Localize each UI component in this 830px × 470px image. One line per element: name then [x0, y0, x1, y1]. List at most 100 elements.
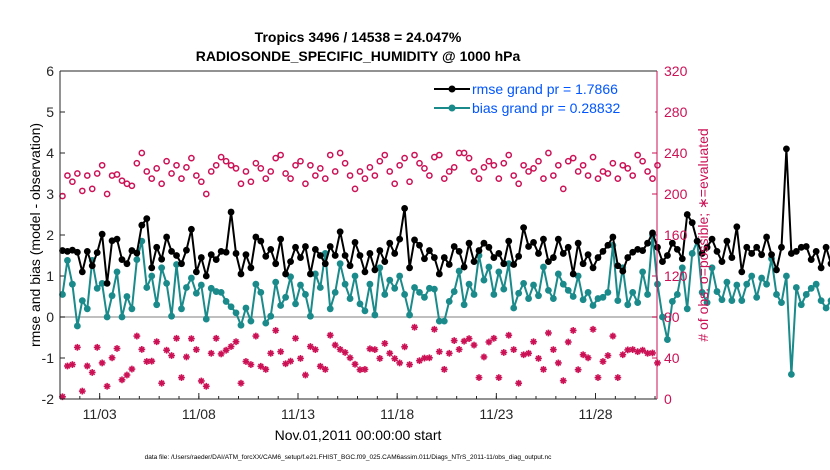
obs-evaluated-marker — [158, 379, 166, 387]
rmse-point — [584, 251, 592, 259]
bias-point — [778, 299, 785, 307]
bias-point — [361, 307, 369, 315]
obs-evaluated-marker — [559, 377, 567, 385]
rmse-point — [678, 255, 686, 263]
rmse-point — [688, 219, 696, 227]
obs-possible-marker — [356, 168, 364, 175]
bias-point — [237, 321, 245, 329]
rmse-point — [98, 230, 106, 238]
rmse-point — [569, 270, 577, 278]
bias-point — [207, 284, 215, 292]
obs-possible-marker — [639, 157, 646, 165]
bias-point — [326, 305, 334, 313]
obs-possible-marker — [242, 168, 250, 175]
bias-point — [827, 297, 830, 304]
y-left-tick-label: 1 — [46, 268, 54, 284]
obs-possible-marker — [366, 164, 374, 171]
rmse-point — [391, 250, 399, 257]
legend-bias-label: bias grand pr = 0.28832 — [472, 100, 620, 116]
rmse-point — [525, 243, 532, 250]
bias-point — [465, 280, 473, 288]
rmse-point — [792, 248, 800, 255]
rmse-point — [316, 252, 324, 259]
bias-point — [331, 289, 339, 296]
bias-point — [311, 270, 319, 278]
bias-point — [262, 319, 270, 327]
rmse-point — [232, 250, 240, 257]
chart-title-line2: RADIOSONDE_SPECIFIC_HUMIDITY @ 1000 hPa — [196, 48, 521, 64]
obs-possible-marker — [376, 157, 384, 165]
rmse-point — [252, 233, 260, 241]
rmse-point — [83, 248, 91, 255]
obs-evaluated-marker — [173, 334, 180, 342]
bias-point — [500, 285, 508, 293]
bias-point — [525, 295, 532, 302]
bias-point — [460, 301, 468, 309]
obs-evaluated-marker — [98, 359, 106, 367]
bias-point — [564, 286, 572, 294]
obs-possible-marker — [282, 170, 289, 177]
rmse-point — [356, 252, 364, 259]
rmse-point — [827, 260, 830, 267]
rmse-point — [554, 235, 562, 243]
obs-possible-marker — [416, 159, 423, 167]
bias-point — [535, 292, 542, 300]
bias-point — [614, 297, 622, 304]
obs-evaluated-marker — [346, 354, 354, 362]
bias-point — [792, 284, 800, 291]
bias-point — [604, 289, 612, 296]
y-right-tick-label: 160 — [664, 227, 688, 243]
obs-evaluated-marker — [495, 374, 503, 381]
legend: rmse grand pr = 1.7866 bias grand pr = 0… — [430, 74, 655, 120]
obs-possible-marker — [574, 168, 582, 175]
axes: -2 -1 0 1 2 3 4 5 6 0 40 80 120 160 200 240 280 320 11/03 1… — [42, 63, 688, 422]
rmse-point — [599, 248, 607, 255]
bias-point — [688, 250, 696, 257]
obs-evaluated-marker — [128, 365, 136, 373]
rmse-point — [158, 255, 166, 263]
obs-possible-marker — [193, 172, 200, 179]
obs-possible-marker — [520, 161, 527, 169]
rmse-point — [698, 250, 706, 257]
obs-possible-marker — [525, 168, 532, 175]
rmse-point — [173, 252, 180, 259]
bias-point — [624, 301, 632, 309]
rmse-point — [510, 261, 518, 268]
rmse-point — [187, 225, 195, 233]
obs-possible-marker — [83, 172, 91, 179]
obs-evaluated-marker — [594, 374, 602, 381]
obs-evaluated-marker — [292, 334, 299, 342]
obs-evaluated-marker — [535, 355, 542, 362]
obs-possible-marker — [475, 175, 483, 182]
bias-point — [78, 297, 86, 304]
rmse-point — [421, 255, 428, 263]
rmse-point — [88, 262, 96, 270]
y-right-tick-label: 40 — [664, 350, 680, 366]
bias-point — [187, 274, 195, 282]
rmse-point — [817, 264, 825, 272]
rmse-point — [416, 241, 423, 249]
footer-data-file: data file: /Users/raeder/DAI/ATM_forcXX/… — [145, 454, 553, 461]
rmse-point — [594, 254, 602, 261]
obs-evaluated-marker — [83, 362, 91, 370]
rmse-point — [430, 254, 438, 261]
y-left-tick-label: 3 — [46, 186, 54, 202]
bias-point — [202, 315, 210, 323]
x-axis-label: Nov.01,2011 00:00:00 start — [275, 427, 442, 443]
rmse-point — [455, 248, 463, 255]
obs-possible-marker — [202, 190, 210, 198]
obs-evaluated-marker — [163, 346, 171, 354]
obs-evaluated-marker — [426, 354, 433, 362]
y-right-tick-label: 200 — [664, 186, 688, 202]
obs-possible-marker — [168, 170, 175, 177]
obs-evaluated-marker — [153, 338, 161, 346]
rmse-point — [783, 145, 790, 153]
obs-evaluated-marker — [455, 345, 463, 353]
rmse-point — [530, 238, 537, 246]
rmse-point — [366, 250, 374, 257]
obs-possible-marker — [312, 172, 319, 179]
obs-possible-marker — [391, 180, 399, 188]
obs-possible-marker — [594, 175, 602, 182]
bias-point — [773, 291, 780, 298]
obs-evaluated-marker — [401, 343, 409, 351]
